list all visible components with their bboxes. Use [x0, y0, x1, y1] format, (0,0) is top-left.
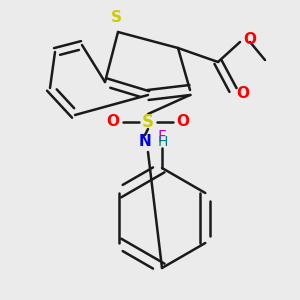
Text: O: O: [236, 86, 250, 101]
Text: O: O: [244, 32, 256, 47]
Text: S: S: [110, 11, 122, 26]
Text: N: N: [139, 134, 152, 149]
Text: H: H: [158, 135, 168, 149]
Text: O: O: [176, 115, 190, 130]
Text: O: O: [106, 115, 119, 130]
Text: S: S: [142, 113, 154, 131]
Text: F: F: [158, 130, 166, 146]
